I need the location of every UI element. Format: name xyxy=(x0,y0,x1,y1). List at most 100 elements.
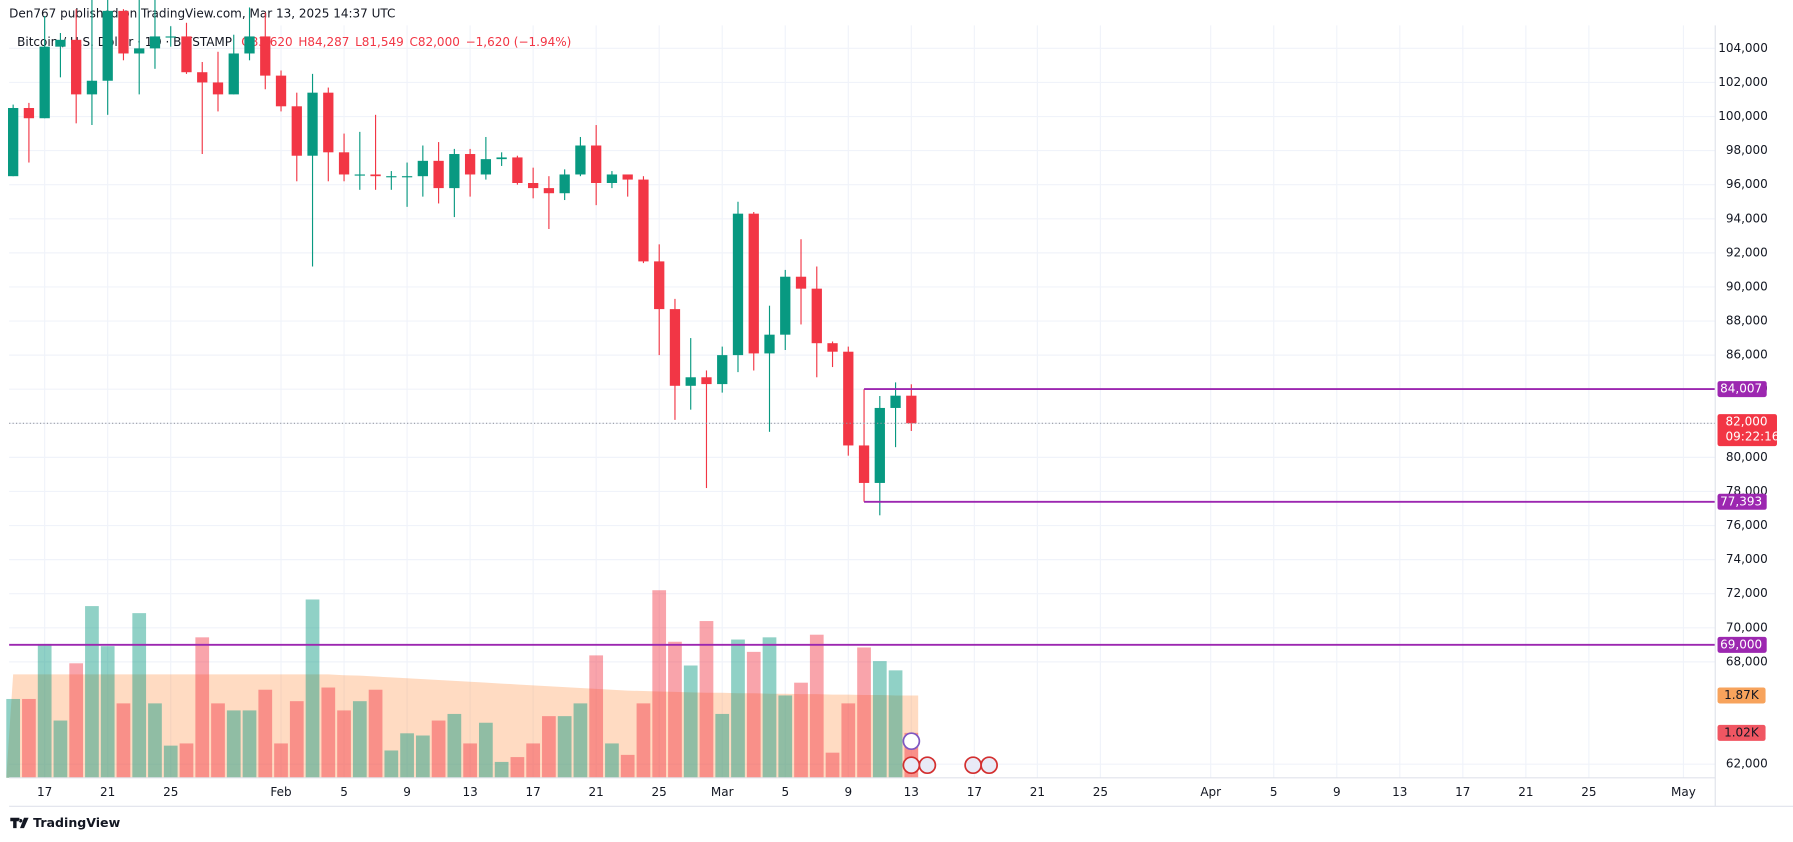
x-tick-label: 17 xyxy=(37,785,52,799)
candle-body xyxy=(417,160,428,177)
x-tick-label: 21 xyxy=(1518,785,1533,799)
y-tick-label: 90,000 xyxy=(1726,279,1768,293)
volume-pane xyxy=(6,590,919,778)
candle-body xyxy=(71,39,82,95)
x-tick-label: 13 xyxy=(1392,785,1407,799)
volume-bar xyxy=(605,743,619,778)
candle-body xyxy=(23,108,35,119)
candle-body xyxy=(527,182,539,189)
candle-body xyxy=(149,36,161,49)
volume-bar xyxy=(510,757,525,778)
candle-body xyxy=(275,75,287,107)
volume-bar xyxy=(163,745,178,778)
x-tick-label: 25 xyxy=(652,785,667,799)
candle-body xyxy=(795,276,807,289)
volume-bar xyxy=(415,735,430,778)
y-tick-label: 102,000 xyxy=(1718,75,1768,89)
candle-body xyxy=(890,395,901,408)
countdown-label: 09:22:16 xyxy=(1726,430,1780,444)
x-tick-label: 13 xyxy=(904,785,919,799)
y-tick-label: 72,000 xyxy=(1726,586,1768,600)
volume-bar xyxy=(37,643,52,778)
candle-body xyxy=(197,72,208,83)
candle-body xyxy=(622,174,633,180)
x-tick-label: 17 xyxy=(1455,785,1470,799)
candle-body xyxy=(244,36,255,54)
volume-ma-area xyxy=(6,674,919,778)
candle-body xyxy=(748,213,759,354)
volume-bar xyxy=(731,639,745,778)
y-tick-label: 74,000 xyxy=(1726,552,1768,566)
volume-axis-label: 1.87K xyxy=(1724,688,1760,702)
volume-axis-label-bg xyxy=(1717,724,1766,741)
volume-axis-label-bg xyxy=(1717,687,1766,704)
volume-bar xyxy=(289,701,304,778)
x-tick-label: 25 xyxy=(163,785,178,799)
volume-bar xyxy=(526,743,541,778)
y-tick-label: 86,000 xyxy=(1726,348,1768,362)
candle-body xyxy=(338,152,350,175)
x-tick-label: 5 xyxy=(1270,785,1278,799)
level-axis-label: 77,393 xyxy=(1720,494,1762,508)
candle-body xyxy=(512,157,523,183)
candles xyxy=(8,0,917,516)
level-axis-label-bg xyxy=(1717,493,1767,510)
candle-body xyxy=(165,36,176,38)
volume-bar xyxy=(857,647,871,778)
candle-body xyxy=(843,351,854,446)
level-axis-label-bg xyxy=(1717,381,1767,398)
volume-bar xyxy=(762,637,777,778)
volume-bar xyxy=(683,665,698,778)
y-tick-label: 68,000 xyxy=(1726,654,1768,668)
y-tick-label: 98,000 xyxy=(1726,143,1768,157)
volume-bar xyxy=(809,634,824,778)
candle-body xyxy=(764,334,775,354)
candle-body xyxy=(39,46,50,119)
grid xyxy=(9,25,1716,778)
candle-body xyxy=(496,157,507,160)
candle-body xyxy=(386,176,397,178)
volume-bar xyxy=(195,637,210,778)
volume-bar xyxy=(400,733,414,778)
logo-mark xyxy=(10,817,29,829)
volume-bar xyxy=(368,689,383,778)
volume-bar xyxy=(69,663,84,778)
volume-bar xyxy=(431,720,446,778)
event-icon xyxy=(980,756,998,775)
candle-body xyxy=(464,154,476,175)
last-price-label-bg xyxy=(1717,414,1777,447)
volume-bar xyxy=(715,713,730,778)
x-tick-label: 25 xyxy=(1093,785,1108,799)
candle-body xyxy=(606,174,618,183)
volume-bar xyxy=(872,661,887,778)
candle-body xyxy=(638,179,649,262)
volume-bar xyxy=(589,655,604,778)
level-axis-label-bg xyxy=(1717,636,1767,653)
candle-body xyxy=(906,395,917,424)
volume-bar xyxy=(825,752,840,778)
volume-bar xyxy=(778,695,793,778)
volume-bar xyxy=(258,689,273,778)
x-tick-label: 9 xyxy=(403,785,411,799)
volume-bar xyxy=(668,641,682,778)
event-icon xyxy=(902,732,921,751)
volume-bar xyxy=(620,754,635,778)
x-tick-label: 13 xyxy=(462,785,477,799)
y-tick-label: 96,000 xyxy=(1726,177,1768,191)
candle-body xyxy=(370,174,381,177)
level-axis-label: 69,000 xyxy=(1720,637,1762,651)
x-tick-label: 21 xyxy=(100,785,115,799)
candle-body xyxy=(433,160,444,189)
volume-bar xyxy=(794,682,808,778)
volume-bar xyxy=(888,670,903,778)
y-tick-label: 92,000 xyxy=(1726,245,1768,259)
event-icon xyxy=(964,756,982,775)
event-icon xyxy=(918,756,937,775)
x-tick-label: Feb xyxy=(270,785,291,799)
candle-body xyxy=(654,261,665,310)
candle-body xyxy=(559,174,570,194)
event-icon xyxy=(902,756,921,775)
legend-value: −1,620 (−1.94%) xyxy=(466,35,572,49)
volume-bar xyxy=(352,701,367,778)
